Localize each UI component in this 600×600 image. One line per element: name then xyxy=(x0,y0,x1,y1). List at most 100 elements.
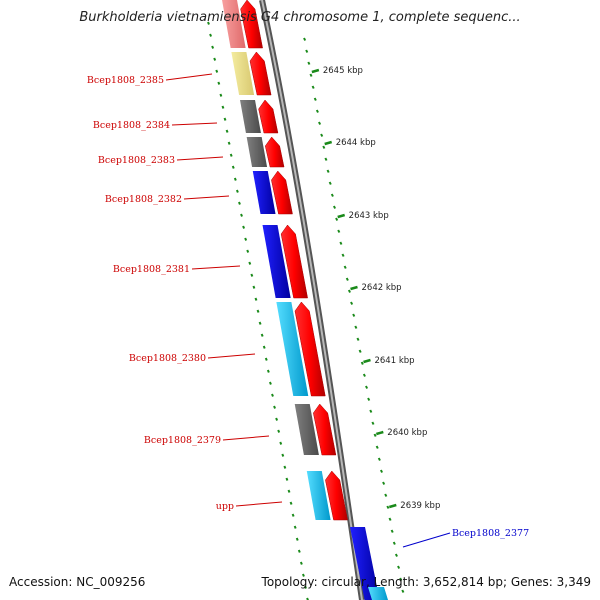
ruler-tick xyxy=(394,553,398,557)
inner-tick xyxy=(268,381,272,385)
forward-gene-arrow[interactable] xyxy=(249,51,272,96)
ruler-tick xyxy=(369,409,373,413)
ruler-tick xyxy=(367,397,371,401)
inner-tick xyxy=(289,501,293,505)
length-label: Length: xyxy=(373,575,420,589)
gene-label[interactable]: Bcep1808_2384 xyxy=(93,120,170,131)
accession-label: Accession: xyxy=(9,575,73,589)
ruler-tick xyxy=(337,229,341,233)
inner-tick xyxy=(291,513,295,517)
genome-stats: Topology: circular, Length: 3,652,814 bp… xyxy=(261,575,591,589)
inner-tick xyxy=(211,45,215,49)
forward-gene-arrow[interactable] xyxy=(313,403,337,456)
forward-gene-arrow[interactable] xyxy=(265,136,285,168)
ruler-tick xyxy=(360,361,364,365)
ruler-major-tick xyxy=(388,503,397,509)
gene-label[interactable]: Bcep1808_2385 xyxy=(87,75,164,86)
inner-tick xyxy=(260,333,264,337)
ruler-tick xyxy=(322,145,326,149)
ruler-tick xyxy=(343,265,347,269)
inner-tick xyxy=(283,465,287,469)
ruler-label: 2645 kbp xyxy=(323,66,363,76)
ruler-tick xyxy=(386,505,390,509)
inner-tick xyxy=(231,165,235,169)
ruler-tick xyxy=(377,457,381,461)
ruler-tick xyxy=(371,421,375,425)
ruler-tick xyxy=(365,385,369,389)
inner-tick xyxy=(215,69,219,73)
ruler-label: 2644 kbp xyxy=(336,138,376,148)
inner-tick xyxy=(221,105,225,109)
ruler-tick xyxy=(313,97,317,101)
ruler-label: 2641 kbp xyxy=(374,356,414,366)
ruler-major-tick xyxy=(337,213,346,219)
forward-gene-arrow[interactable] xyxy=(240,0,263,49)
forward-gene-arrow[interactable] xyxy=(280,224,308,299)
cog-box xyxy=(231,52,255,95)
cog-box xyxy=(240,100,261,133)
accession-info: Accession: NC_009256 xyxy=(9,575,145,589)
ruler-labels: 2645 kbp 2644 kbp 2643 kbp 2642 kbp 2641 kbp… xyxy=(311,66,440,511)
ruler-tick xyxy=(330,193,334,197)
cog-box xyxy=(276,302,309,396)
ruler-ticks xyxy=(303,37,405,593)
inner-tick xyxy=(275,417,279,421)
ruler-tick xyxy=(305,49,309,53)
gene-label[interactable]: Bcep1808_2383 xyxy=(98,155,175,166)
inner-tick xyxy=(273,405,276,409)
label-leader xyxy=(191,265,241,270)
inner-tick xyxy=(299,561,303,565)
forward-gene-arrow[interactable] xyxy=(258,99,279,134)
inner-tick xyxy=(279,441,283,445)
inner-tick xyxy=(229,153,233,157)
gene-label[interactable]: Bcep1808_2381 xyxy=(113,264,190,275)
inner-tick xyxy=(306,597,309,600)
genes-label: Genes: xyxy=(510,575,553,589)
gene-label[interactable]: Bcep1808_2382 xyxy=(105,194,182,205)
inner-tick xyxy=(233,177,237,181)
ruler-tick xyxy=(315,109,319,113)
ruler-tick xyxy=(382,481,386,485)
ruler-major-tick xyxy=(311,68,320,74)
gene-label[interactable]: Bcep1808_2380 xyxy=(129,353,206,364)
label-leader xyxy=(402,532,451,548)
inner-tick xyxy=(223,117,227,121)
inner-tick xyxy=(252,285,256,289)
forward-gene-arrow[interactable] xyxy=(271,170,293,215)
ruler-tick xyxy=(390,529,394,533)
inner-tick xyxy=(213,57,217,61)
ruler-tick xyxy=(362,373,366,377)
inner-tick xyxy=(244,237,248,241)
ruler-major-tick xyxy=(363,358,371,364)
cog-box xyxy=(252,171,276,214)
forward-gene-arrow[interactable] xyxy=(325,470,348,521)
gene-label[interactable]: Bcep1808_2379 xyxy=(144,435,221,446)
gene-label[interactable]: upp xyxy=(216,501,234,512)
inner-tick xyxy=(264,357,268,361)
ruler-tick xyxy=(358,349,362,353)
label-leader xyxy=(171,122,218,126)
inner-tick xyxy=(302,573,305,577)
inner-tick xyxy=(227,141,231,145)
inner-tick xyxy=(271,393,274,397)
label-leader xyxy=(207,353,256,359)
gene-labels: Bcep1808_2385 Bcep1808_2384 Bcep1808_2383 B… xyxy=(87,75,529,539)
ruler-tick xyxy=(397,565,401,569)
ruler-tick xyxy=(392,541,396,545)
inner-tick xyxy=(254,297,258,301)
ruler-tick xyxy=(335,217,339,221)
cog-box xyxy=(306,471,331,520)
label-leader xyxy=(165,73,213,81)
gene-label[interactable]: Bcep1808_2377 xyxy=(452,528,529,539)
topology-label: Topology: xyxy=(261,575,318,589)
ruler-tick xyxy=(303,37,307,41)
ruler-tick xyxy=(401,589,405,593)
reverse-gene-arrow[interactable] xyxy=(368,587,388,600)
label-leader xyxy=(176,156,224,161)
topology-value: circular xyxy=(321,575,366,589)
forward-gene-arrow[interactable] xyxy=(294,301,326,397)
ruler-tick xyxy=(328,181,332,185)
inner-tick xyxy=(219,93,223,97)
ruler-tick xyxy=(320,133,324,137)
ruler-label: 2639 kbp xyxy=(400,501,440,511)
